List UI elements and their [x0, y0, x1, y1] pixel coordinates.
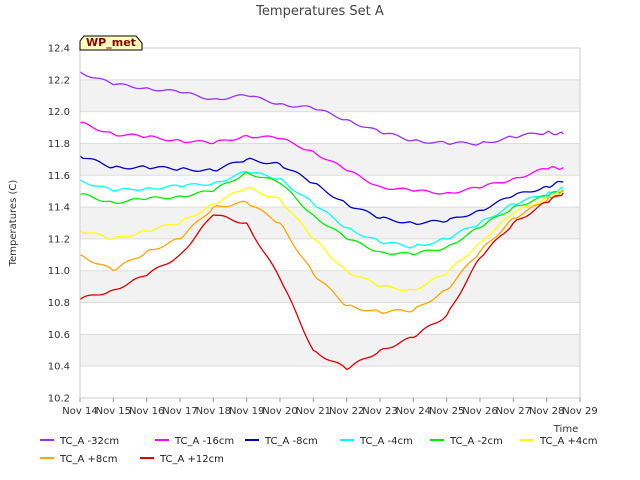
- x-tick-label: Nov 23: [362, 406, 397, 417]
- legend-item: TC_A +4cm: [520, 436, 598, 447]
- y-axis-label: Temperatures (C): [8, 180, 19, 268]
- y-tick-label: 11.8: [48, 139, 70, 150]
- y-tick-label: 11.0: [48, 266, 70, 277]
- x-tick-label: Nov 25: [429, 406, 464, 417]
- legend-item: TC_A -8cm: [245, 436, 318, 447]
- series-line: [79, 71, 564, 146]
- legend-label: TC_A +12cm: [159, 454, 224, 465]
- legend-label: TC_A -16cm: [174, 436, 234, 447]
- series-line: [79, 186, 564, 292]
- legend-item: TC_A -32cm: [40, 436, 119, 447]
- y-tick-label: 10.6: [48, 330, 70, 341]
- series-line: [79, 155, 564, 226]
- grid-band: [80, 207, 580, 239]
- y-tick-label: 12.2: [48, 75, 70, 86]
- x-tick-label: Nov 24: [396, 406, 431, 417]
- y-tick-label: 10.2: [48, 394, 70, 405]
- x-tick-label: Nov 17: [162, 406, 197, 417]
- legend-label: TC_A -32cm: [59, 436, 119, 447]
- y-tick-label: 11.4: [48, 203, 70, 214]
- legend-item: TC_A -4cm: [340, 436, 413, 447]
- legend: TC_A -32cm TC_A -16cm TC_A -8cm TC_A -4cm TC…: [40, 436, 598, 465]
- series-lines: [79, 71, 564, 371]
- legend-label: TC_A +8cm: [59, 454, 118, 465]
- y-tick-label: 10.8: [48, 298, 70, 309]
- legend-item: TC_A -2cm: [430, 436, 503, 447]
- x-tick-label: Nov 27: [496, 406, 531, 417]
- series-line: [79, 190, 564, 315]
- legend-label: TC_A +4cm: [539, 436, 598, 447]
- y-tick-label: 12.4: [48, 44, 70, 55]
- x-tick-label: Nov 22: [329, 406, 364, 417]
- x-tick-label: Nov 16: [129, 406, 164, 417]
- legend-label: TC_A -8cm: [264, 436, 318, 447]
- series-line: [79, 171, 564, 249]
- grid-band: [80, 143, 580, 176]
- legend-item: TC_A -16cm: [155, 436, 234, 447]
- x-tick-label: Nov 26: [462, 406, 497, 417]
- x-tick-label: Nov 18: [196, 406, 231, 417]
- x-tick-label: Nov 28: [529, 406, 564, 417]
- grid-band: [80, 270, 580, 303]
- x-tick-label: Nov 21: [296, 406, 331, 417]
- wp-met-badge: WP_met: [79, 35, 143, 51]
- y-tick-label: 12.0: [48, 107, 70, 118]
- x-tick-label: Nov 14: [62, 406, 97, 417]
- y-axis-ticks: 10.2 10.4 10.6 10.8 11.0 11.2 11.4 11.6 11.8 12.0…: [48, 44, 70, 405]
- y-tick-label: 11.6: [48, 171, 70, 182]
- x-axis-label: Time: [553, 424, 578, 435]
- x-tick-label: Nov 15: [96, 406, 131, 417]
- grid-bands: [80, 79, 580, 367]
- x-tick-label: Nov 19: [229, 406, 264, 417]
- legend-item: TC_A +12cm: [140, 454, 224, 465]
- legend-label: TC_A -2cm: [449, 436, 503, 447]
- grid-band: [80, 334, 580, 367]
- chart-title: Temperatures Set A: [255, 4, 384, 19]
- legend-item: TC_A +8cm: [40, 454, 118, 465]
- series-line: [79, 171, 564, 256]
- grid-band: [80, 79, 580, 112]
- series-line: [79, 121, 564, 195]
- plot-frame: [79, 47, 581, 399]
- y-tick-label: 10.4: [48, 362, 70, 373]
- y-tick-label: 11.2: [48, 234, 70, 245]
- legend-label: TC_A -4cm: [359, 436, 413, 447]
- badge-label: WP_met: [86, 36, 136, 49]
- series-line: [79, 192, 564, 371]
- x-tick-label: Nov 20: [262, 406, 297, 417]
- x-tick-label: Nov 29: [562, 406, 597, 417]
